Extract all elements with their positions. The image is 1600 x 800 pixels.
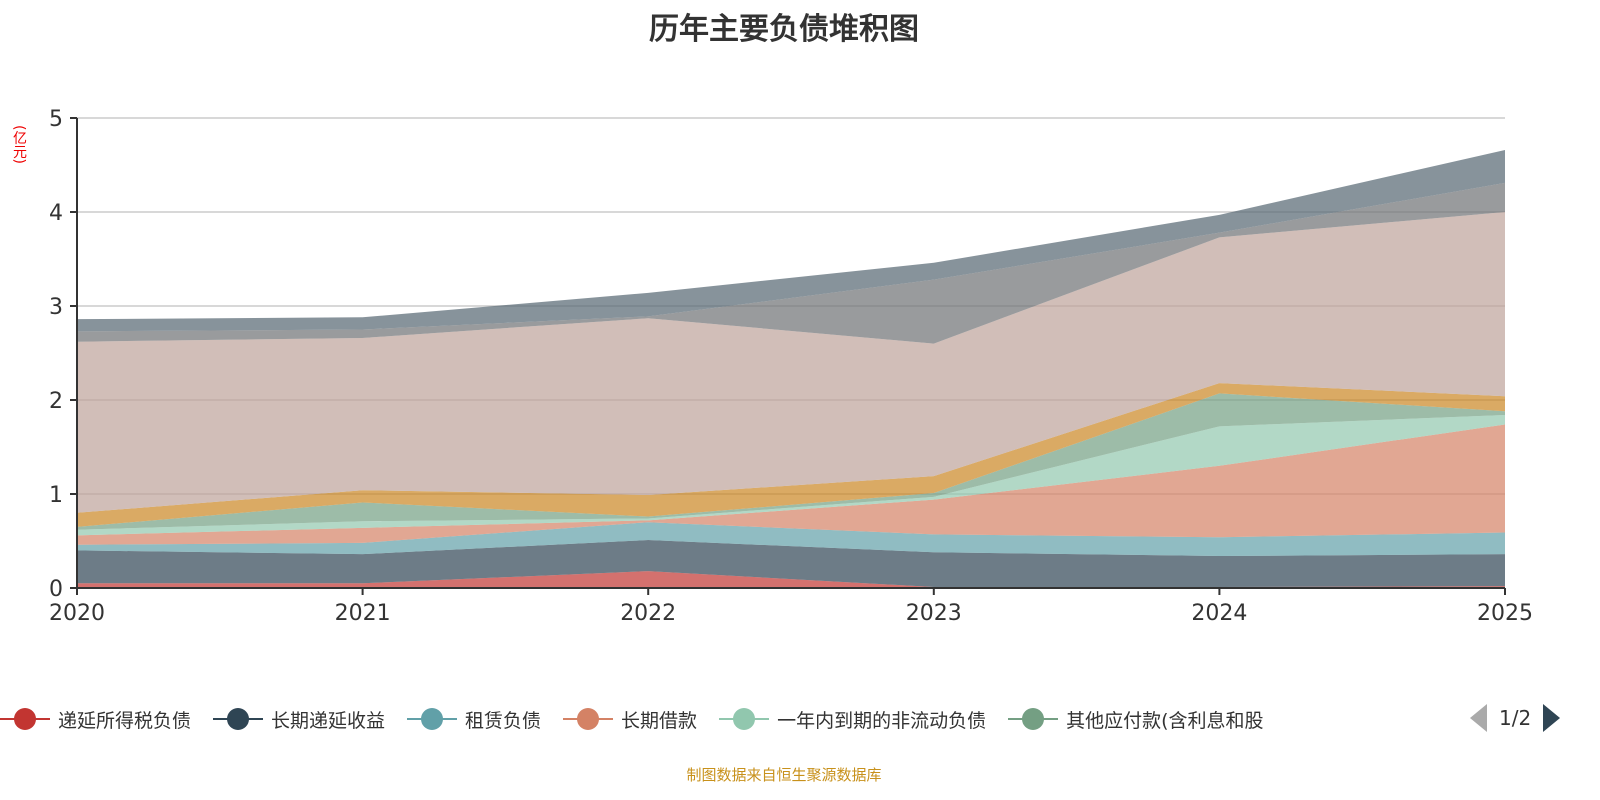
- legend-marker-icon: [1008, 707, 1059, 731]
- area-series-9: [77, 149, 1505, 332]
- area-series-2: [77, 522, 1505, 557]
- area-series-3: [77, 424, 1505, 545]
- y-tick-label: 0: [49, 577, 63, 602]
- x-tick-label: 2025: [1477, 601, 1533, 626]
- area-series-8: [77, 182, 1505, 344]
- legend-label: 长期递延收益: [271, 709, 386, 732]
- x-tick-label: 2022: [620, 601, 676, 626]
- area-series-5: [77, 393, 1505, 530]
- legend-prev-icon[interactable]: [1470, 704, 1487, 732]
- x-tick-label: 2024: [1191, 601, 1247, 626]
- legend-item[interactable]: 递延所得税负债: [0, 706, 191, 733]
- area-chart: 0 1 2 3 4 5 2020 2021 2022 2023 2024 2025: [49, 107, 1533, 626]
- legend-next-icon[interactable]: [1543, 704, 1561, 732]
- legend-label: 一年内到期的非流动负债: [777, 709, 987, 732]
- legend-marker-icon: [213, 707, 264, 731]
- x-tick-label: 2023: [906, 601, 962, 626]
- legend-marker-icon: [719, 707, 770, 731]
- legend-label: 递延所得税负债: [58, 709, 192, 732]
- area-series-6: [77, 383, 1505, 527]
- chart-title: 历年主要负债堆积图: [649, 12, 919, 47]
- data-source: 制图数据来自恒生聚源数据库: [686, 766, 882, 784]
- area-series-4: [77, 415, 1505, 536]
- x-tick-label: 2020: [49, 601, 105, 626]
- legend-item[interactable]: 一年内到期的非流动负债: [719, 706, 986, 733]
- y-tick-label: 1: [49, 483, 63, 508]
- y-tick-label: 3: [49, 295, 63, 320]
- y-tick-label: 4: [49, 201, 63, 226]
- area-series-7: [77, 212, 1505, 513]
- legend-marker-icon: [563, 707, 614, 731]
- legend-label: 长期借款: [621, 709, 698, 732]
- x-tick-label: 2021: [335, 601, 391, 626]
- legend-item[interactable]: 租赁负债: [407, 706, 541, 733]
- area-series-1: [77, 540, 1505, 588]
- area-series-0: [77, 571, 1505, 588]
- legend: 递延所得税负债 长期递延收益 租赁负债 长期借款 一年内到期的非流动负债 其他应付款(含利…: [0, 704, 1286, 734]
- legend-item[interactable]: 长期借款: [563, 706, 697, 733]
- legend-marker-icon: [0, 707, 50, 731]
- legend-item[interactable]: 其他应付款(含利息和股: [1008, 706, 1264, 733]
- y-tick-label: 5: [49, 107, 63, 132]
- legend-label: 租赁负债: [465, 709, 542, 732]
- legend-pager: 1/2: [1470, 704, 1561, 732]
- y-tick-label: 2: [49, 389, 63, 414]
- legend-label: 其他应付款(含利息和股: [1066, 709, 1264, 732]
- y-axis-unit: (亿元): [11, 125, 27, 164]
- legend-page: 1/2: [1499, 706, 1532, 730]
- legend-marker-icon: [407, 707, 458, 731]
- legend-item[interactable]: 长期递延收益: [213, 706, 385, 733]
